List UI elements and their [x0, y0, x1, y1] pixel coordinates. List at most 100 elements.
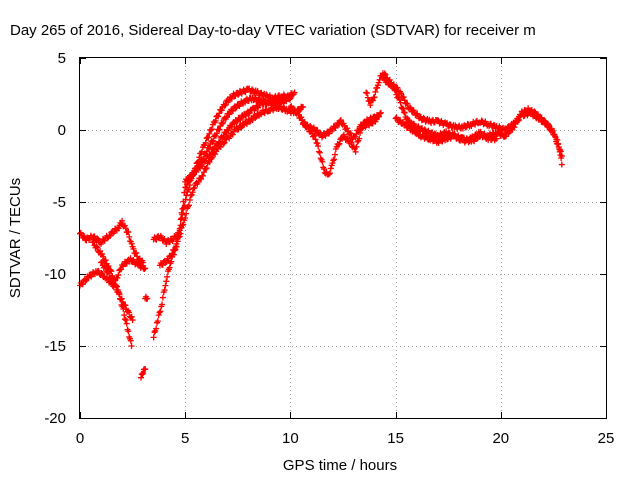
data-point — [354, 138, 361, 145]
data-point — [298, 114, 305, 121]
data-point — [102, 264, 109, 271]
data-point — [189, 189, 196, 196]
data-point — [165, 257, 172, 264]
data-point — [125, 309, 132, 316]
data-point — [122, 316, 129, 323]
data-point — [182, 214, 189, 221]
series-track-f — [142, 293, 151, 302]
data-point — [178, 209, 185, 216]
series-track-c — [89, 238, 135, 349]
data-point — [316, 148, 323, 155]
data-point — [123, 320, 130, 327]
data-point — [150, 334, 157, 341]
data-point — [151, 329, 158, 336]
data-point — [116, 291, 123, 298]
data-point — [300, 103, 307, 110]
data-point — [126, 233, 133, 240]
data-point — [93, 243, 100, 250]
data-point — [178, 224, 185, 231]
data-point — [211, 146, 218, 153]
data-point — [220, 132, 227, 139]
x-tick-label: 25 — [598, 430, 615, 447]
data-point — [337, 117, 344, 124]
data-point — [119, 217, 126, 224]
data-point — [387, 79, 394, 86]
data-point — [304, 121, 311, 128]
data-point — [206, 130, 213, 137]
x-tick-label: 0 — [76, 430, 84, 447]
chart-title: Day 265 of 2016, Sidereal Day-to-day VTE… — [10, 22, 536, 39]
data-point — [122, 317, 129, 324]
data-point — [177, 216, 184, 223]
data-point — [235, 91, 242, 98]
data-point — [215, 139, 222, 146]
data-point — [138, 374, 145, 381]
data-point — [164, 273, 171, 280]
data-point — [176, 233, 183, 240]
series-track-a — [77, 217, 147, 266]
data-point — [401, 109, 408, 116]
data-point — [81, 233, 88, 240]
data-point — [376, 76, 383, 83]
data-point — [506, 125, 513, 132]
data-point — [215, 113, 222, 120]
data-point — [411, 121, 418, 128]
axis-ticks — [80, 58, 607, 419]
data-point — [326, 170, 333, 177]
data-point — [369, 97, 376, 104]
data-point — [174, 238, 181, 245]
data-point — [291, 106, 298, 113]
data-point — [404, 100, 411, 107]
x-axis-title: GPS time / hours — [283, 457, 397, 474]
data-point — [397, 99, 404, 106]
data-point — [157, 308, 164, 315]
data-point — [186, 197, 193, 204]
series-track-o — [392, 114, 500, 146]
data-point — [208, 127, 215, 134]
data-point — [115, 225, 122, 232]
data-point — [229, 131, 236, 138]
y-tick-label: -20 — [44, 410, 66, 427]
data-point — [414, 110, 421, 117]
data-point — [316, 149, 323, 156]
data-point — [219, 120, 226, 127]
data-point — [133, 249, 140, 256]
data-point — [82, 277, 89, 284]
data-point — [352, 148, 359, 155]
data-point — [202, 165, 209, 172]
data-point — [335, 141, 342, 148]
data-point — [200, 169, 207, 176]
data-point — [307, 123, 314, 130]
data-point — [190, 185, 197, 192]
data-point — [191, 184, 198, 191]
data-point — [315, 143, 322, 150]
y-tick-labels: 5 0 -5 -10 -15 -20 — [44, 50, 66, 427]
series-track-d — [98, 259, 136, 324]
data-point — [314, 127, 321, 134]
data-point — [185, 177, 192, 184]
data-point — [195, 178, 202, 185]
data-point — [216, 110, 223, 117]
data-point — [263, 91, 270, 98]
data-point — [98, 269, 105, 276]
data-point — [314, 140, 321, 147]
data-point — [121, 312, 128, 319]
data-point — [554, 136, 561, 143]
data-point — [336, 140, 343, 147]
data-point — [122, 225, 129, 232]
data-point — [144, 295, 151, 302]
data-point — [175, 234, 182, 241]
data-point — [198, 176, 205, 183]
data-point — [364, 94, 371, 101]
data-point — [94, 244, 101, 251]
data-point — [398, 90, 405, 97]
data-point — [130, 245, 137, 252]
data-point — [348, 139, 355, 146]
data-point — [213, 130, 220, 137]
data-point — [459, 125, 466, 132]
data-point — [140, 369, 147, 376]
series-track-h — [150, 94, 290, 247]
data-point — [129, 317, 136, 324]
data-point — [90, 238, 97, 245]
data-point — [179, 222, 186, 229]
